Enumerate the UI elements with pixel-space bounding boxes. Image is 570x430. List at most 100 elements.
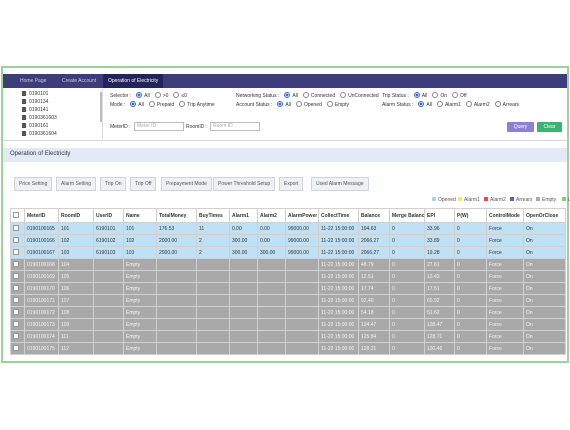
cell: 0 (389, 222, 425, 235)
cell: 11-22 15:00:00 (318, 342, 359, 355)
tree: 0190101 0190134 0190141 0190361603 0190161 01… (6, 89, 103, 139)
toolbar-button[interactable]: Trip Off (130, 177, 157, 191)
cell: 0.00 (229, 222, 258, 235)
cell: 11-22 15:00:00 (318, 294, 359, 307)
radio[interactable] (154, 92, 161, 98)
checkbox[interactable] (13, 308, 19, 315)
query-button[interactable]: Query (507, 122, 534, 132)
cell (257, 270, 286, 283)
text-input[interactable]: Room ID (210, 122, 260, 131)
radio[interactable] (173, 92, 180, 98)
cell: 0 (389, 294, 425, 307)
radio[interactable] (295, 101, 302, 107)
cell: On (523, 306, 566, 319)
table-row[interactable]: 0190100171 107 Empty 11-22 15:00:00 92.40 0 65… (10, 294, 566, 307)
radio[interactable] (340, 92, 347, 98)
toolbar-button[interactable]: Used Alarm Message (311, 177, 369, 191)
cell: 0 (389, 318, 425, 331)
checkbox[interactable] (13, 211, 19, 218)
table-row[interactable]: 0190100166 102 6190102 102 2000.00 2 300.00 0.0… (10, 234, 566, 247)
toolbar-button[interactable]: Power Threshold Setup (213, 177, 276, 191)
checkbox[interactable] (13, 284, 19, 291)
radio[interactable] (452, 92, 459, 98)
table-row[interactable]: 0190100172 108 Empty 11-22 15:00:00 54.18 0 51… (10, 306, 566, 319)
radio[interactable] (413, 92, 420, 98)
cell: 6190101 (93, 222, 124, 235)
clear-button[interactable]: Clear (537, 122, 562, 132)
checkbox[interactable] (13, 332, 19, 339)
checkbox[interactable] (13, 236, 19, 243)
radio[interactable] (148, 101, 155, 107)
cell: 0190100174 (24, 330, 59, 343)
cell (229, 306, 258, 319)
table-row[interactable]: 0190100168 104 Empty 11-22 15:00:00 48.79 0 27… (10, 258, 566, 271)
filter-group: Trip Status : All On Off (382, 92, 467, 100)
tab[interactable]: Create Account (62, 78, 97, 84)
toolbar-button[interactable]: Price Setting (14, 177, 53, 191)
cell: 0.00 (257, 222, 286, 235)
tree-item[interactable]: 0190361604 (22, 130, 57, 138)
checkbox[interactable] (13, 248, 19, 255)
cell: 48.79 (358, 258, 390, 271)
checkbox[interactable] (13, 224, 19, 231)
checkbox[interactable] (13, 320, 19, 327)
tree-item[interactable]: 0190141 (22, 106, 48, 114)
cell (156, 342, 197, 355)
table-row[interactable]: 0190100175 112 Empty 11-22 15:00:00 128.21 0 1… (10, 342, 566, 355)
radio-label: Off (460, 93, 467, 99)
radio[interactable] (436, 101, 443, 107)
radio[interactable] (284, 92, 291, 98)
cell (10, 342, 25, 355)
radio[interactable] (418, 101, 425, 107)
table-row[interactable]: 0190100165 101 6190101 101 176.53 11 0.00 0.00 9… (10, 222, 566, 235)
cell: 128.21 (358, 342, 390, 355)
radio[interactable] (494, 101, 501, 107)
cell: 11-22 15:00:00 (318, 270, 359, 283)
cell (229, 342, 258, 355)
checkbox[interactable] (13, 296, 19, 303)
table-row[interactable]: 0190100167 103 6190103 103 2000.00 2 300.00 300… (10, 246, 566, 259)
tree-item[interactable]: 0190161 (22, 122, 48, 130)
cell: 2 (196, 234, 230, 247)
cell (10, 330, 25, 343)
tree-item[interactable]: 0190101 (22, 90, 48, 98)
toolbar-button[interactable]: Trip On (100, 177, 127, 191)
cell: 0190100173 (24, 318, 59, 331)
cell: Force (486, 306, 524, 319)
radio[interactable] (136, 92, 143, 98)
radio[interactable] (432, 92, 439, 98)
toolbar-button[interactable]: Prepayment Mode (161, 177, 212, 191)
header-cell: AlarmPower (285, 208, 319, 223)
table-row[interactable]: 0190100174 111 Empty 11-22 15:00:00 125.84 0 1… (10, 330, 566, 343)
radio[interactable] (302, 92, 309, 98)
cell (285, 258, 319, 271)
checkbox[interactable] (13, 260, 19, 267)
table-row[interactable]: 0190100170 106 Empty 11-22 15:00:00 17.74 0 17… (10, 282, 566, 295)
tree-item[interactable]: 0190134 (22, 98, 48, 106)
section-header (3, 148, 567, 162)
checkbox[interactable] (13, 272, 19, 279)
tab[interactable]: Home Page (20, 78, 47, 84)
table-row[interactable]: 0190100173 109 Empty 11-22 15:00:00 134.47 0 1… (10, 318, 566, 331)
radio-label: Trip Anytime (187, 102, 215, 108)
cell: 11 (196, 222, 230, 235)
toolbar-button[interactable]: Alarm Setting (56, 177, 97, 191)
radio[interactable] (179, 101, 186, 107)
header-cell: Alarm1 (229, 208, 258, 223)
cell: Force (486, 318, 524, 331)
cell: 6190102 (93, 234, 124, 247)
cell: On (523, 258, 566, 271)
toolbar-button[interactable]: Export (279, 177, 304, 191)
tree-item[interactable]: 0190361603 (22, 114, 57, 122)
radio[interactable] (326, 101, 333, 107)
cell: 104 (58, 258, 94, 271)
radio-label: All (292, 93, 298, 99)
checkbox[interactable] (13, 344, 19, 351)
table-row[interactable]: 0190100169 105 Empty 11-22 15:00:00 12.51 0 13… (10, 270, 566, 283)
radio[interactable] (130, 101, 137, 107)
radio[interactable] (465, 101, 472, 107)
tab[interactable]: Operation of Electricity (103, 74, 164, 88)
radio[interactable] (277, 101, 284, 107)
radio-label: All (138, 102, 144, 108)
text-input[interactable]: Meter ID (134, 122, 184, 131)
